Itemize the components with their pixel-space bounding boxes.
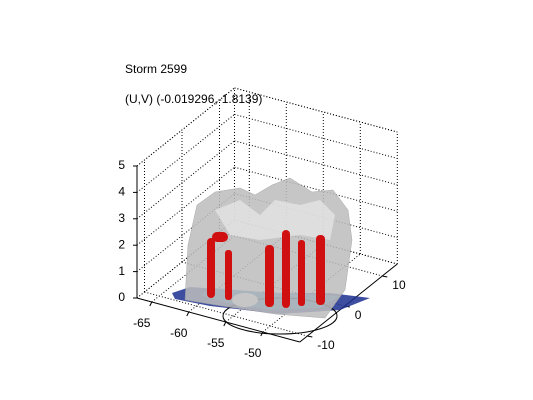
updraft-top <box>212 232 228 242</box>
y-tick <box>307 335 313 338</box>
box-edge <box>234 87 398 133</box>
x-tick <box>223 321 227 327</box>
z-tick-label: 0 <box>118 290 125 304</box>
x-tick-label: -65 <box>133 316 151 330</box>
cloud-highlight <box>215 200 335 240</box>
grid-line <box>234 166 398 212</box>
y-tick <box>382 275 388 278</box>
y-tick-label: 0 <box>355 308 362 322</box>
z-tick-label: 4 <box>118 185 125 199</box>
grid-line <box>234 140 398 186</box>
x-tick <box>149 301 153 307</box>
z-tick-label: 2 <box>118 237 125 251</box>
x-tick <box>260 331 264 337</box>
z-tick-label: 3 <box>118 211 125 225</box>
y-tick-label: -10 <box>317 338 335 352</box>
chart-subtitle: (U,V) (-0.019296,-1.8139) <box>125 92 262 106</box>
x-tick-label: -60 <box>170 326 188 340</box>
updraft <box>298 240 305 306</box>
updraft <box>265 245 274 307</box>
x-tick-label: -55 <box>207 336 225 350</box>
updraft <box>282 230 290 308</box>
chart-title: Storm 2599 <box>125 62 187 76</box>
storm-render <box>172 177 370 335</box>
x-tick <box>186 311 190 317</box>
x-axis <box>136 297 300 343</box>
updraft <box>207 238 215 298</box>
grid-line <box>234 113 398 159</box>
x-tick-label: -50 <box>244 346 262 360</box>
updraft <box>316 235 325 305</box>
updraft <box>225 250 232 300</box>
z-tick-label: 1 <box>118 264 125 278</box>
z-tick-label: 5 <box>118 158 125 172</box>
y-tick-label: 10 <box>392 278 406 292</box>
grid-line <box>144 291 308 337</box>
